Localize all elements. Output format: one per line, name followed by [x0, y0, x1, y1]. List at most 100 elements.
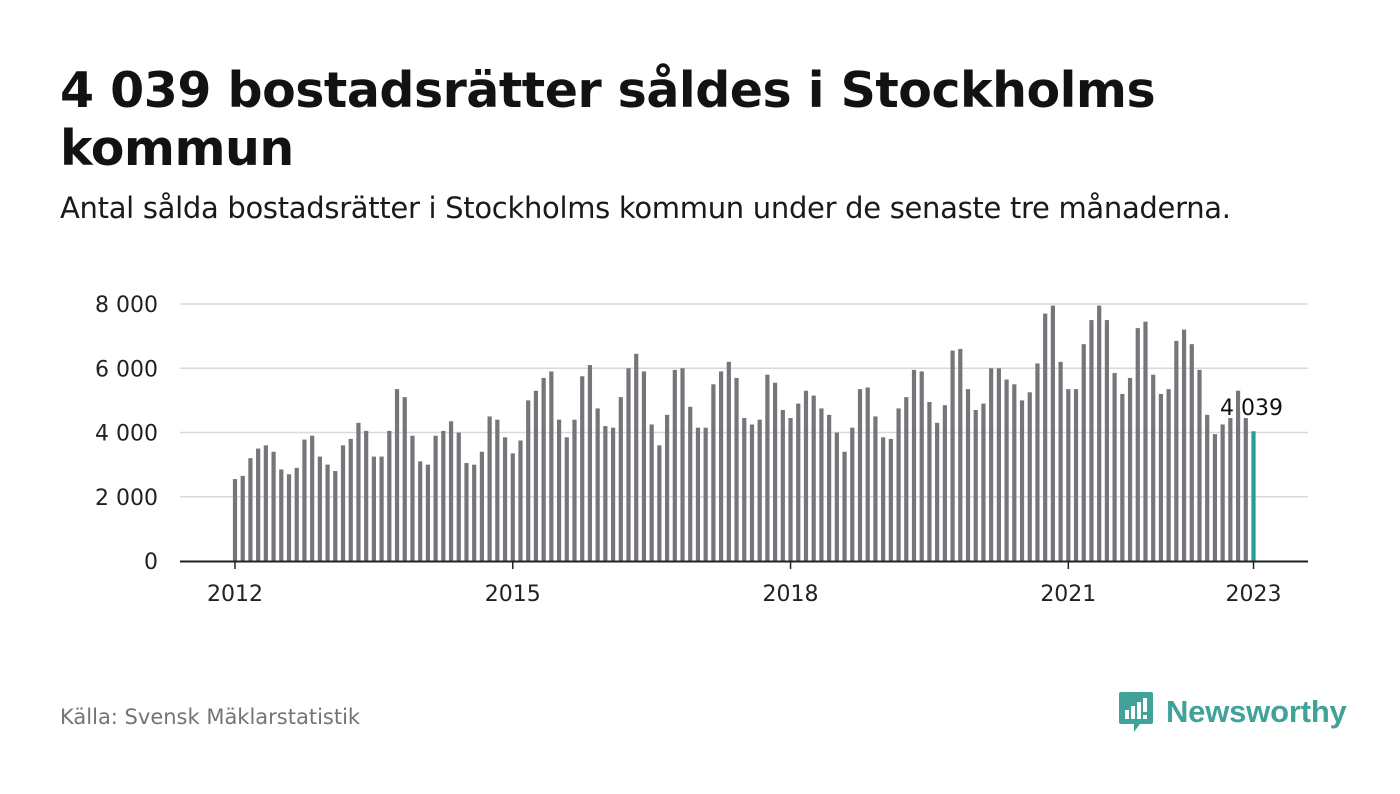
bar — [1143, 321, 1148, 561]
bar — [703, 427, 708, 561]
bar — [680, 368, 685, 561]
bar — [310, 435, 315, 561]
bar — [433, 435, 438, 561]
bar — [294, 467, 299, 561]
bar — [1120, 393, 1125, 561]
bar — [418, 461, 423, 561]
bar — [626, 368, 631, 561]
highlight-value-label: 4 039 — [1220, 396, 1283, 421]
bar — [842, 451, 847, 561]
bar — [1212, 434, 1218, 561]
bar — [402, 397, 407, 561]
x-tick-label: 2023 — [1226, 582, 1282, 607]
bar — [695, 427, 701, 561]
bar — [888, 438, 893, 561]
bar — [1205, 414, 1210, 561]
bar — [610, 427, 616, 561]
bar — [464, 463, 469, 561]
bar — [448, 421, 454, 561]
bar — [1135, 328, 1140, 561]
bar — [379, 456, 384, 561]
bar — [487, 416, 492, 561]
bar — [587, 365, 593, 561]
bar — [811, 395, 816, 561]
bar — [904, 397, 909, 561]
bar — [1127, 377, 1133, 561]
bar — [580, 376, 585, 561]
bar — [873, 416, 878, 561]
bar — [317, 456, 322, 561]
bar — [1228, 418, 1233, 561]
bar — [881, 437, 886, 561]
bar — [248, 458, 253, 561]
bar — [989, 368, 994, 561]
bar — [796, 403, 801, 561]
bar — [942, 405, 947, 561]
y-tick-label: 2 000 — [95, 486, 158, 511]
bar — [387, 430, 392, 561]
bar — [618, 397, 623, 561]
bar — [502, 437, 508, 561]
bar — [394, 389, 400, 561]
bar — [1027, 392, 1032, 561]
bar — [919, 371, 924, 561]
bar — [749, 424, 755, 561]
bar — [1089, 320, 1094, 561]
bar — [1058, 361, 1063, 561]
bar — [479, 451, 485, 561]
newsworthy-brand[interactable]: Newsworthy — [1118, 688, 1347, 736]
bar — [518, 440, 523, 561]
x-tick-label: 2012 — [207, 582, 263, 607]
bar — [834, 432, 839, 561]
bar — [271, 451, 276, 561]
bar — [1112, 373, 1117, 561]
bar — [1197, 369, 1202, 561]
bar — [1151, 374, 1156, 561]
bar — [279, 469, 284, 561]
bar — [603, 426, 608, 561]
bar-highlight — [1251, 431, 1256, 561]
bar — [896, 408, 901, 561]
y-tick-label: 6 000 — [95, 357, 158, 382]
bar — [263, 445, 268, 561]
bar — [356, 422, 361, 561]
y-tick-label: 8 000 — [95, 293, 158, 318]
bar — [742, 418, 747, 561]
chart-title: 4 039 bostadsrätter såldes i Stockholms … — [60, 62, 1156, 177]
bar — [1073, 389, 1079, 561]
bar — [996, 368, 1001, 561]
bar — [827, 414, 832, 561]
bar — [711, 384, 716, 561]
bar — [1050, 305, 1055, 561]
bar — [1181, 329, 1187, 561]
bar — [657, 445, 662, 561]
bar — [333, 471, 338, 561]
bar — [857, 389, 863, 561]
chart-subtitle: Antal sålda bostadsrätter i Stockholms k… — [60, 191, 1231, 225]
bar — [950, 350, 955, 561]
bar — [302, 439, 307, 561]
bar — [819, 408, 824, 561]
bar — [973, 410, 978, 561]
bar — [526, 400, 531, 562]
x-tick-label: 2021 — [1040, 582, 1096, 607]
bar — [541, 377, 546, 561]
bar — [364, 430, 369, 561]
bar — [1043, 313, 1048, 561]
bar — [564, 437, 569, 561]
bar — [240, 475, 245, 561]
bar — [719, 371, 724, 561]
bar — [672, 369, 677, 561]
bar — [649, 424, 654, 561]
bar — [549, 371, 554, 561]
bar — [850, 427, 855, 561]
bar — [935, 422, 940, 561]
bar — [1220, 424, 1225, 561]
bar — [1243, 418, 1248, 561]
bar — [664, 414, 670, 561]
brand-name: Newsworthy — [1166, 694, 1347, 729]
bar — [441, 430, 446, 561]
bar — [1012, 384, 1017, 561]
bar — [911, 369, 917, 561]
